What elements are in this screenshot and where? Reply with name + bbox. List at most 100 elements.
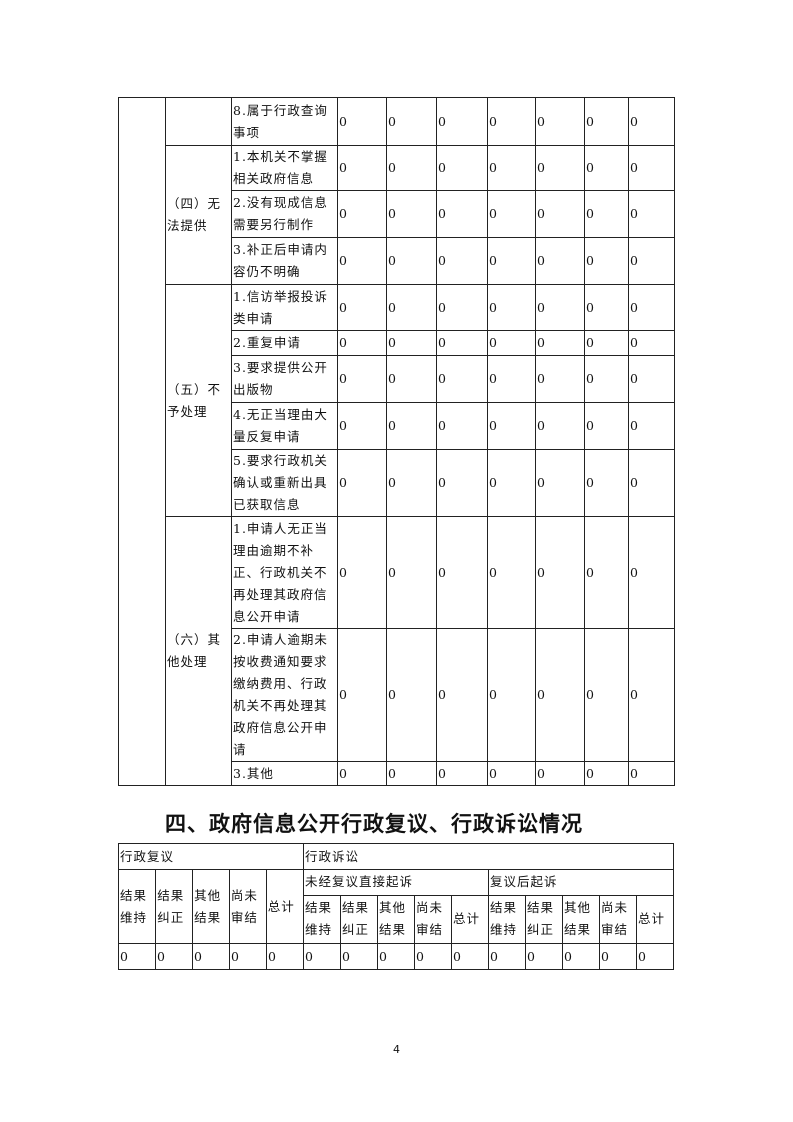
value-cell: 0 — [487, 284, 536, 331]
group-label: （五）不予处理 — [165, 284, 232, 517]
column-header: 结果纠正 — [340, 894, 378, 945]
value-cell: 0 — [487, 145, 536, 191]
value-cell: 0 — [535, 190, 585, 238]
value-cell: 0 — [303, 943, 341, 970]
item-label: 1.申请人无正当理由逾期不补正、行政机关不再处理其政府信息公开申请 — [231, 516, 338, 629]
value-cell: 0 — [386, 761, 437, 786]
value-cell: 0 — [584, 190, 629, 238]
value-cell: 0 — [628, 402, 675, 450]
value-cell: 0 — [487, 97, 536, 146]
value-cell: 0 — [436, 97, 488, 146]
table-row: 3.要求提供公开出版物 0 0 0 0 0 0 0 — [119, 355, 675, 403]
value-cell: 0 — [386, 97, 437, 146]
value-cell: 0 — [386, 190, 437, 238]
value-cell: 0 — [229, 943, 267, 970]
item-label: 2.申请人逾期未按收费通知要求缴纳费用、行政机关不再处理其政府信息公开申请 — [231, 628, 338, 762]
value-cell: 0 — [386, 237, 437, 285]
column-header: 总计 — [451, 894, 489, 945]
group-label: （六）其他处理 — [165, 516, 232, 786]
value-cell: 0 — [337, 190, 387, 238]
item-label: 4.无正当理由大量反复申请 — [231, 402, 338, 450]
item-label: 8.属于行政查询事项 — [231, 97, 338, 146]
table-row: 8.属于行政查询事项 0 0 0 0 0 0 0 — [118, 97, 675, 786]
item-label: 1.本机关不掌握相关政府信息 — [231, 145, 338, 191]
value-cell: 0 — [535, 284, 585, 331]
value-cell: 0 — [584, 330, 629, 356]
value-cell: 0 — [535, 145, 585, 191]
value-cell: 0 — [266, 943, 304, 970]
item-label: 5.要求行政机关确认或重新出具已获取信息 — [231, 449, 338, 517]
value-cell: 0 — [386, 355, 437, 403]
column-header: 其他结果 — [192, 870, 230, 943]
value-cell: 0 — [535, 330, 585, 356]
header-direct: 未经复议直接起诉 — [303, 869, 489, 896]
table-row: 3.其他 0 0 0 0 0 0 0 — [119, 761, 675, 786]
value-cell: 0 — [436, 516, 488, 629]
value-cell: 0 — [337, 145, 387, 191]
column-header: 结果纠正 — [525, 894, 563, 945]
value-cell: 0 — [535, 449, 585, 517]
column-header: 结果纠正 — [155, 870, 194, 943]
value-cell: 0 — [636, 943, 674, 970]
table-row: （六）其他处理 1.申请人无正当理由逾期不补正、行政机关不再处理其政府信息公开申请… — [119, 516, 675, 786]
value-cell: 0 — [584, 628, 629, 762]
value-cell: 0 — [525, 943, 563, 970]
column-header: 总计 — [636, 894, 674, 945]
value-cell: 0 — [584, 284, 629, 331]
value-cell: 0 — [487, 355, 536, 403]
column-header: 尚未审结 — [228, 870, 267, 943]
value-cell: 0 — [628, 516, 675, 629]
value-cell: 0 — [487, 516, 536, 629]
value-cell: 0 — [584, 402, 629, 450]
value-cell: 0 — [386, 330, 437, 356]
group-label — [165, 97, 232, 146]
value-cell: 0 — [584, 97, 629, 146]
review-subheader: 结果维持 结果纠正 其他结果 尚未审结 总计 — [118, 869, 304, 944]
value-cell: 0 — [436, 145, 488, 191]
value-cell: 0 — [386, 516, 437, 629]
value-cell: 0 — [386, 628, 437, 762]
value-cell: 0 — [628, 355, 675, 403]
value-cell: 0 — [487, 761, 536, 786]
table-row: 5.要求行政机关确认或重新出具已获取信息 0 0 0 0 0 0 0 — [119, 449, 675, 517]
review-litigation-table: 行政复议 行政诉讼 结果维持 结果纠正 其他结果 尚未审结 总计 未经复议直接起诉 复议… — [118, 843, 674, 970]
value-cell: 0 — [340, 943, 378, 970]
value-cell: 0 — [628, 237, 675, 285]
value-cell: 0 — [584, 145, 629, 191]
value-cell: 0 — [436, 449, 488, 517]
section-title: 四、政府信息公开行政复议、行政诉讼情况 — [165, 812, 583, 836]
table-row: 2.没有现成信息需要另行制作 0 0 0 0 0 0 0 — [119, 190, 675, 238]
value-cell: 0 — [337, 355, 387, 403]
value-cell: 0 — [628, 628, 675, 762]
item-label: 3.补正后申请内容仍不明确 — [231, 237, 338, 285]
value-cell: 0 — [414, 943, 452, 970]
value-cell: 0 — [487, 402, 536, 450]
value-cell: 0 — [386, 449, 437, 517]
value-cell: 0 — [562, 943, 600, 970]
group-label: （四）无法提供 — [165, 145, 232, 285]
value-cell: 0 — [436, 190, 488, 238]
value-cell: 0 — [584, 449, 629, 517]
column-header: 结果维持 — [119, 870, 157, 943]
value-cell: 0 — [436, 330, 488, 356]
outer-category-cell — [118, 97, 166, 786]
value-cell: 0 — [337, 237, 387, 285]
item-label: 1.信访举报投诉类申请 — [231, 284, 338, 331]
column-header: 尚未审结 — [414, 894, 452, 945]
value-cell: 0 — [628, 284, 675, 331]
value-cell: 0 — [386, 145, 437, 191]
value-cell: 0 — [535, 237, 585, 285]
value-cell: 0 — [192, 943, 230, 970]
value-cell: 0 — [386, 284, 437, 331]
value-cell: 0 — [584, 355, 629, 403]
value-cell: 0 — [535, 402, 585, 450]
value-cell: 0 — [535, 97, 585, 146]
value-cell: 0 — [488, 943, 526, 970]
value-cell: 0 — [628, 190, 675, 238]
value-cell: 0 — [535, 628, 585, 762]
application-handling-table: 8.属于行政查询事项 0 0 0 0 0 0 0 （四）无法提供 1.本机关不掌握相关政府信息 0 0… — [118, 97, 675, 786]
value-cell: 0 — [386, 402, 437, 450]
column-header: 总计 — [265, 870, 303, 943]
value-cell: 0 — [584, 516, 629, 629]
column-header: 结果维持 — [303, 894, 341, 945]
